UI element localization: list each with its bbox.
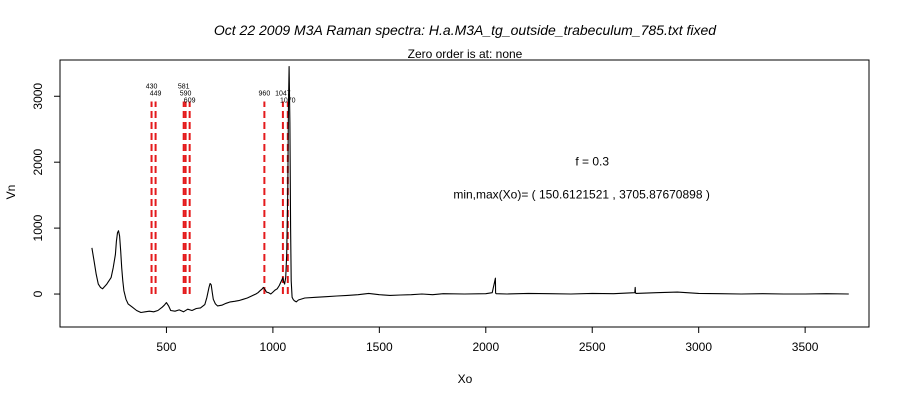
peak-label: 430	[146, 84, 158, 91]
plot-frame	[59, 59, 870, 328]
spectrum-line	[91, 66, 849, 314]
x-tick-label: 3500	[792, 340, 819, 354]
peak-label: 1070	[280, 98, 296, 105]
x-tick-label: 500	[156, 340, 176, 354]
x-tick-label: 2000	[472, 340, 499, 354]
peak-label: 581	[178, 84, 190, 91]
y-tick-label: 0	[31, 290, 45, 297]
y-axis-label: Vn	[4, 185, 18, 200]
annotation-text: min,max(Xo)= ( 150.6121521 , 3705.876708…	[453, 187, 710, 201]
y-tick-label: 1000	[31, 214, 45, 241]
x-tick-label: 1500	[366, 340, 393, 354]
y-tick-label: 3000	[31, 83, 45, 110]
peak-label: 1047	[275, 91, 291, 98]
y-tick-label: 2000	[31, 149, 45, 176]
chart-subtitle: Zero order is at: none	[408, 47, 523, 61]
x-tick-label: 1000	[260, 340, 287, 354]
x-tick-label: 3000	[685, 340, 712, 354]
x-axis-label: Xo	[458, 372, 473, 386]
annotations: f = 0.3 min,max(Xo)= ( 150.6121521 , 3705…	[453, 154, 710, 201]
chart-title: Oct 22 2009 M3A Raman spectra: H.a.M3A_t…	[214, 22, 717, 38]
series-layer	[91, 66, 849, 314]
annotation-text: f = 0.3	[575, 154, 609, 168]
x-axis: 500 1000 1500 2000 2500 3000 3500	[156, 327, 819, 354]
peak-label: 449	[150, 91, 162, 98]
peak-label: 960	[259, 91, 271, 98]
peak-label: 590	[180, 91, 192, 98]
x-tick-label: 2500	[579, 340, 606, 354]
peak-label: 609	[184, 98, 196, 105]
y-axis: 0 1000 2000 3000	[31, 83, 60, 297]
